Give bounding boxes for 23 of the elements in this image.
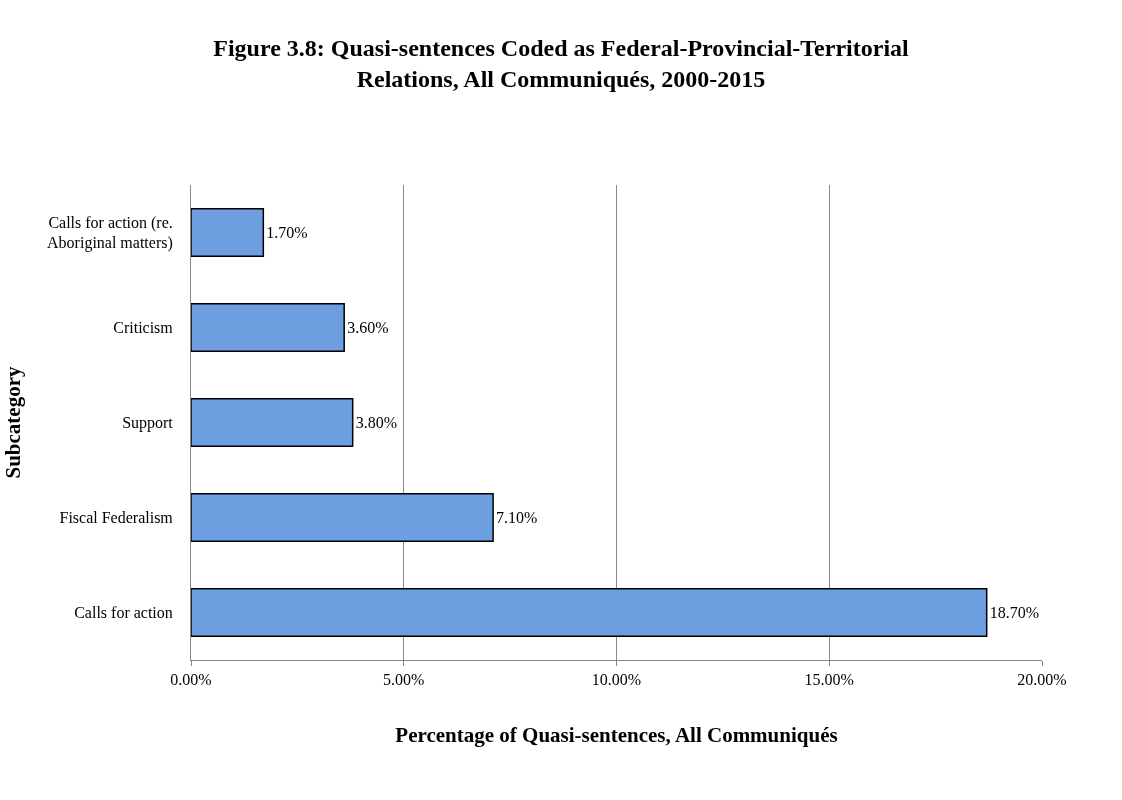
y-tick-label: Calls for action [74,604,173,622]
bar [191,398,354,447]
y-tick-label: Support [122,414,174,433]
bar [191,208,265,257]
bar [191,493,494,542]
data-label: 7.10% [496,509,538,526]
y-axis-title: Subcategory [1,366,26,479]
y-tick-label: Fiscal Federalism [59,509,174,527]
x-tick-label: 10.00% [591,671,642,689]
x-tick-label: 0.00% [170,671,212,689]
chart-title: Figure 3.8: Quasi-sentences Coded as Federal-Provincial-Territorial Relations, All Communiqués, 2000-2015 [213,35,910,93]
x-tick-label: 15.00% [804,671,854,689]
data-label: 18.70% [989,604,1040,621]
data-label: 3.60% [347,319,389,336]
y-tick-label: Calls for action (re. Aboriginal matters) [47,213,173,253]
bar [191,588,988,637]
x-axis-title: Percentage of Quasi-sentences, All Communiqués [395,723,838,748]
y-tick-label: Criticism [113,319,174,337]
x-tick-label: 5.00% [383,671,425,689]
bar [191,303,345,352]
data-label: 3.80% [355,414,398,431]
x-tick-label: 20.00% [1017,671,1067,689]
data-label: 1.70% [266,224,308,241]
